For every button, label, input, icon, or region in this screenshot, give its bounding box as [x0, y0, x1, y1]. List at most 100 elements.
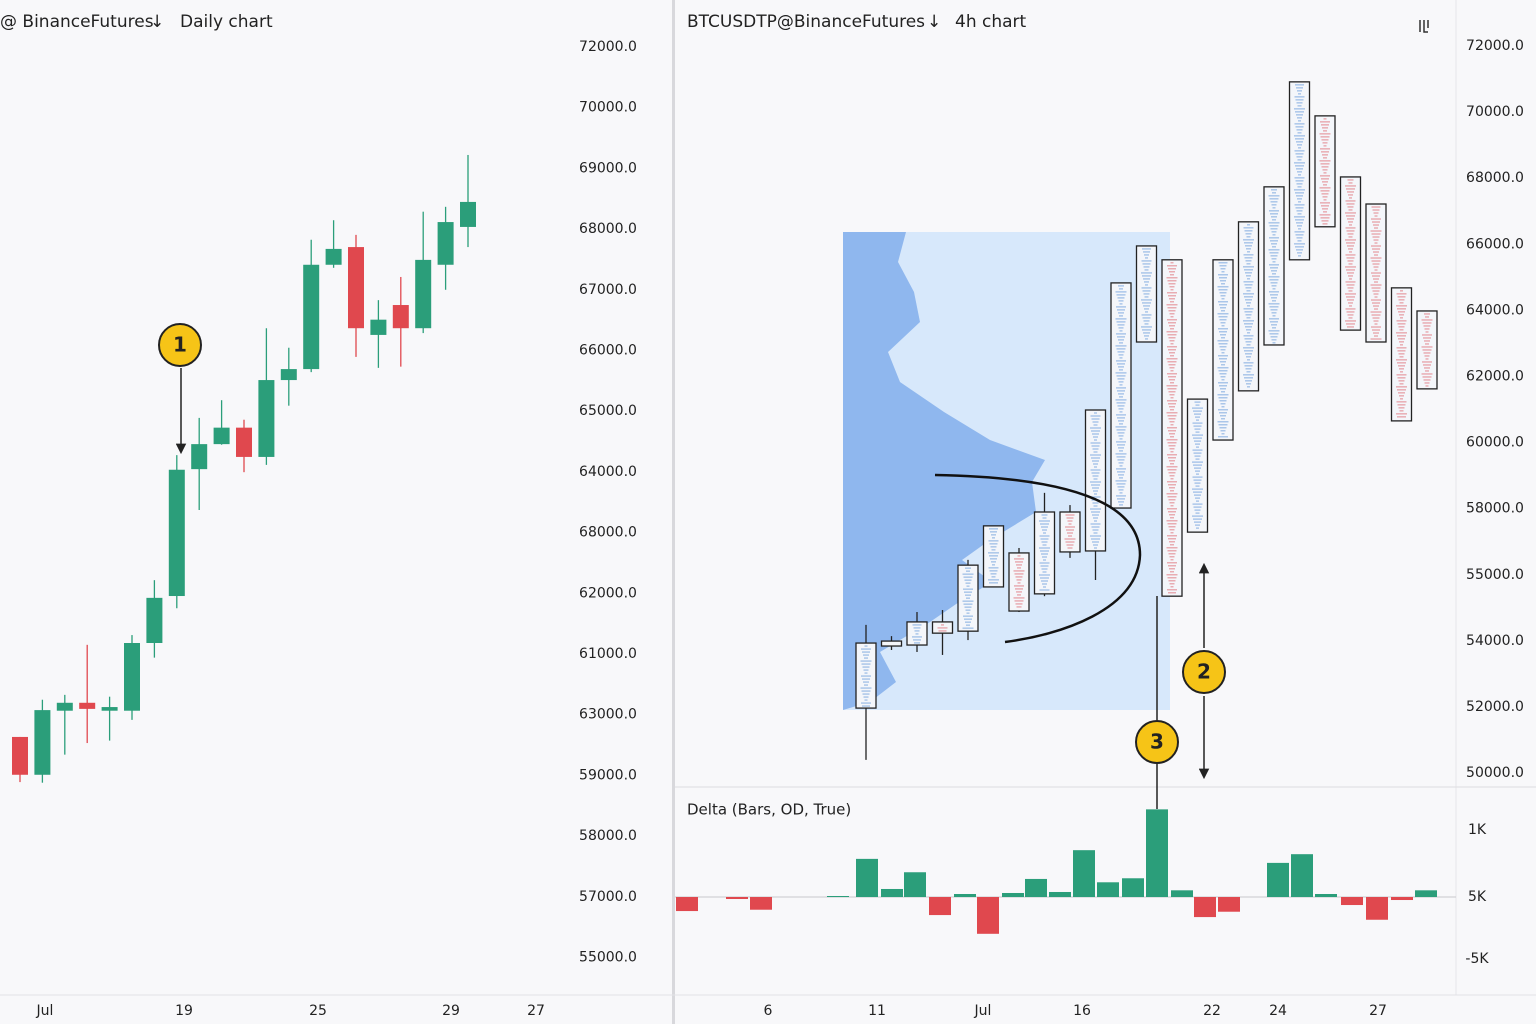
delta-bar — [929, 897, 951, 916]
footprint-box — [1008, 552, 1030, 612]
volume-profile — [843, 232, 1045, 710]
y-tick-label: 58000.0 — [1466, 501, 1524, 517]
candle-body — [146, 597, 163, 643]
delta-bar — [1194, 897, 1216, 918]
y-tick-label: 52000.0 — [1466, 699, 1524, 715]
delta-bar — [1391, 897, 1413, 901]
annotation-label: 2 — [1197, 660, 1211, 684]
delta-bar — [904, 872, 926, 898]
candle-body — [415, 259, 432, 329]
delta-bar — [1315, 893, 1337, 898]
candle-body — [460, 201, 476, 227]
delta-bar — [1146, 809, 1168, 898]
delta-bar — [1073, 850, 1095, 898]
y-tick-label: 60000.0 — [1466, 435, 1524, 451]
annotation-badge — [1182, 650, 1226, 694]
annotation-badge — [158, 323, 202, 367]
delta-bar — [977, 897, 999, 934]
delta-bar — [1002, 892, 1024, 898]
delta-title: Delta (Bars, OD, True) — [687, 801, 851, 819]
footprint-box — [1059, 511, 1081, 553]
x-tick-label: 25 — [309, 1003, 327, 1019]
y-tick-label: 54000.0 — [1466, 633, 1524, 649]
y-tick-label: 63000.0 — [579, 707, 637, 723]
candle-body — [168, 469, 185, 597]
candle-body — [370, 319, 387, 335]
y-tick-label: 59000.0 — [579, 767, 637, 783]
y-tick-label: 57000.0 — [579, 889, 637, 905]
x-tick-label: 19 — [175, 1003, 193, 1019]
x-tick-label: Jul — [36, 1003, 54, 1019]
left-arrow: ↓ — [150, 12, 164, 32]
y-tick-label: 65000.0 — [579, 403, 637, 419]
candle-body — [303, 264, 320, 370]
x-tick-label: 22 — [1203, 1003, 1221, 1019]
right-timeframe: 4h chart — [955, 12, 1027, 32]
curve-annotation — [934, 473, 1142, 644]
annotation-badge — [1135, 720, 1179, 764]
y-tick-label: 69000.0 — [579, 160, 637, 176]
delta-bar — [954, 893, 976, 898]
delta-bar — [881, 888, 903, 898]
candle-body — [258, 380, 275, 457]
y-tick-label: 68000.0 — [579, 221, 637, 237]
left-timeframe: Daily chart — [180, 12, 273, 32]
x-tick-label: Jul — [974, 1003, 992, 1019]
y-tick-label: 58000.0 — [579, 828, 637, 844]
candle-body — [236, 427, 252, 457]
y-tick-label: 1K — [1468, 822, 1487, 838]
y-tick-label: 61000.0 — [579, 646, 637, 662]
delta-bar — [1122, 878, 1144, 898]
x-tick-label: 27 — [1369, 1003, 1387, 1019]
right-arrow: ↓ — [927, 12, 941, 32]
annotation-label: 1 — [173, 333, 187, 357]
right-symbol: BTCUSDTP@BinanceFutures — [687, 12, 925, 32]
candle-body — [348, 247, 364, 329]
y-tick-label: 50000.0 — [1466, 765, 1524, 781]
candle-body — [56, 702, 73, 711]
candle-body — [79, 702, 96, 709]
x-tick-label: 24 — [1269, 1003, 1287, 1019]
x-tick-label: 11 — [868, 1003, 886, 1019]
y-tick-label: 64000.0 — [579, 464, 637, 480]
y-tick-label: 72000.0 — [579, 39, 637, 55]
footprint-box — [1033, 511, 1056, 595]
footprint-box — [1288, 81, 1311, 261]
y-tick-label: 62000.0 — [1466, 369, 1524, 385]
footprint-box — [1110, 282, 1132, 509]
delta-bar — [1291, 854, 1313, 898]
candle-body — [280, 369, 297, 381]
footprint-box — [1339, 176, 1362, 331]
delta-bar — [1341, 897, 1363, 906]
delta-bar — [1049, 891, 1071, 898]
y-tick-label: 67000.0 — [579, 282, 637, 298]
y-tick-label: 70000.0 — [1466, 104, 1524, 120]
x-tick-label: 29 — [442, 1003, 460, 1019]
y-tick-label: 66000.0 — [1466, 236, 1524, 252]
x-tick-label: 27 — [527, 1003, 545, 1019]
delta-bar — [726, 897, 748, 900]
candle-body — [392, 305, 409, 329]
candle-body — [34, 710, 51, 775]
toolbar-icon[interactable] — [1419, 20, 1429, 33]
y-tick-label: 55000.0 — [579, 950, 637, 966]
candle-body — [325, 248, 342, 265]
candle-body — [191, 444, 208, 470]
y-tick-label: 5K — [1468, 889, 1487, 905]
y-tick-label: -5K — [1465, 951, 1489, 967]
footprint-box — [1314, 115, 1336, 228]
candle-body — [101, 707, 118, 711]
y-tick-label: 68000.0 — [1466, 170, 1524, 186]
candle-body — [12, 736, 28, 775]
footprint-box — [1084, 409, 1107, 552]
delta-bar — [750, 897, 772, 910]
y-tick-label: 66000.0 — [579, 343, 637, 359]
left-symbol: @ BinanceFutures — [0, 12, 154, 32]
delta-bar — [1097, 882, 1119, 898]
delta-bar — [1415, 890, 1437, 898]
delta-bar — [1218, 897, 1240, 912]
footprint-box — [1263, 186, 1285, 346]
delta-bar — [827, 896, 849, 898]
